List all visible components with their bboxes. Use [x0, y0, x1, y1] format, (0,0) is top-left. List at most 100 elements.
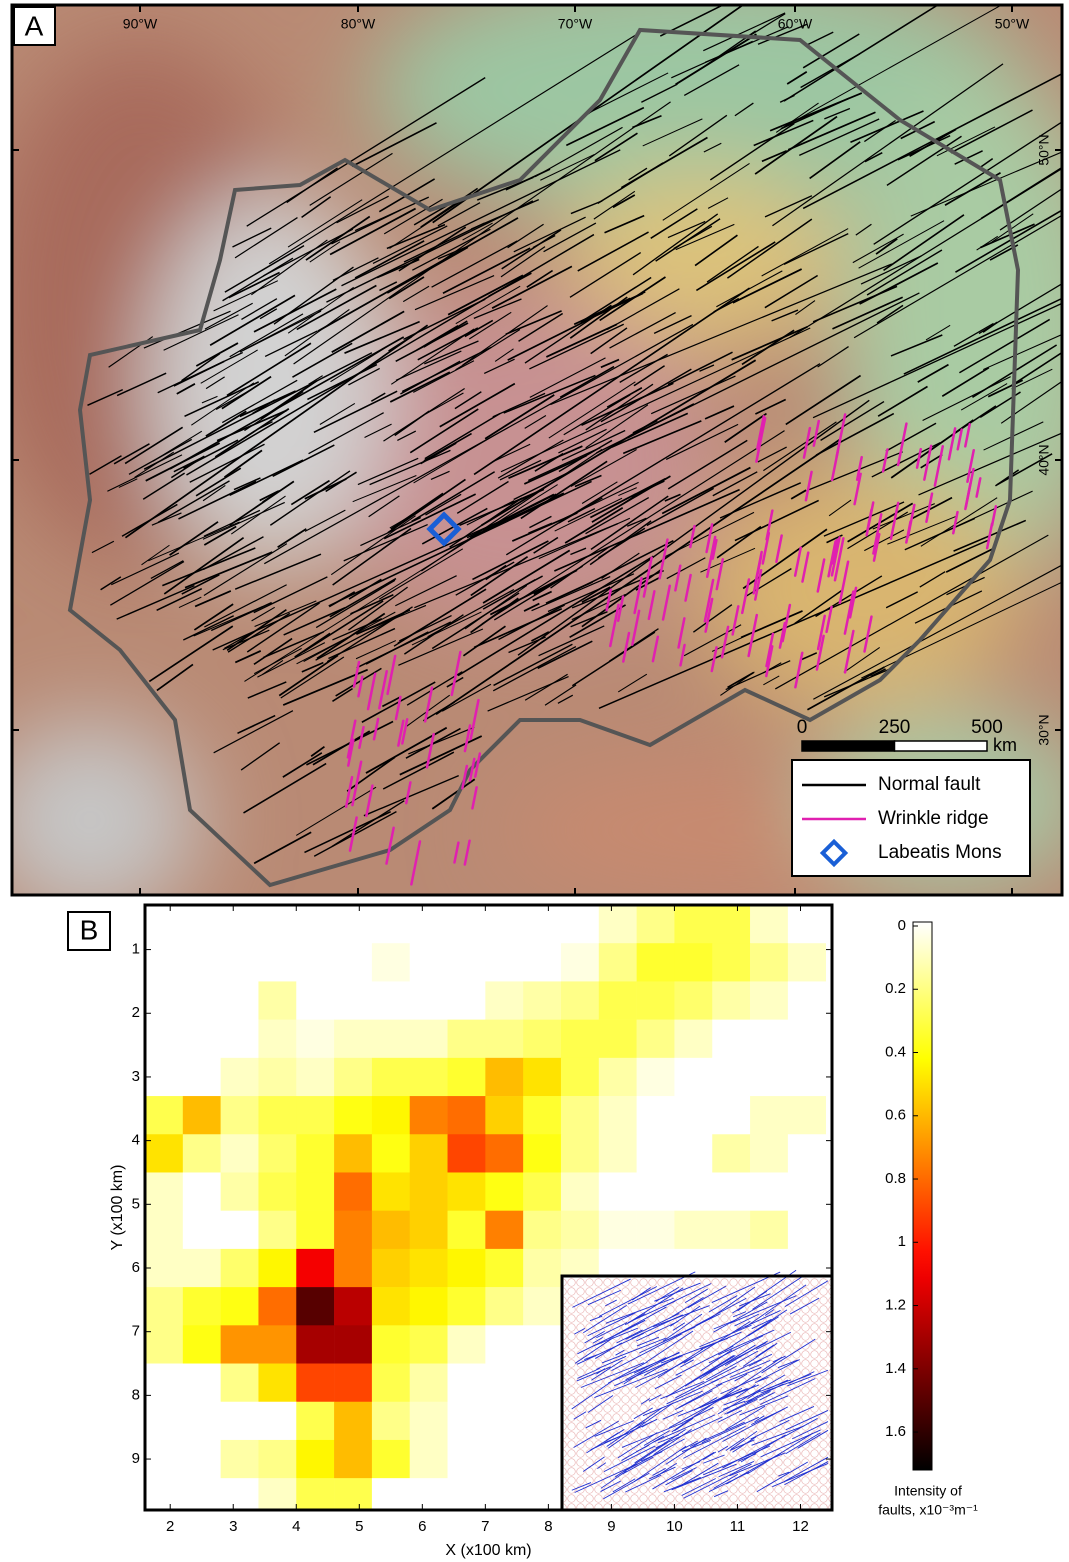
- normal-fault: [772, 63, 1004, 227]
- x-tick-label: 9: [607, 1518, 615, 1535]
- inset-fault: [683, 1425, 746, 1459]
- heatmap-cell: [220, 905, 259, 944]
- heatmap-cell: [296, 1057, 335, 1097]
- inset-fault: [577, 1368, 600, 1379]
- normal-fault: [812, 302, 1062, 419]
- heatmap-cell: [409, 1172, 448, 1211]
- normal-fault: [156, 663, 194, 692]
- heatmap-cell: [334, 943, 373, 982]
- heatmap-cell: [182, 1325, 221, 1364]
- inset-fault: [592, 1337, 604, 1344]
- normal-fault: [499, 459, 542, 481]
- heatmap-cell: [560, 981, 600, 1020]
- normal-fault: [794, 589, 843, 625]
- heatmap-cell: [296, 905, 335, 944]
- heatmap-cell: [371, 1325, 411, 1364]
- heatmap-cell: [220, 1325, 259, 1364]
- inset-fault: [646, 1330, 694, 1363]
- wrinkle-ridge: [385, 826, 395, 865]
- normal-fault: [703, 142, 722, 153]
- heatmap-cell: [182, 1134, 221, 1173]
- heatmap-cell: [523, 1478, 562, 1511]
- normal-fault: [246, 77, 486, 227]
- normal-fault: [221, 379, 298, 424]
- normal-fault: [538, 517, 631, 560]
- normal-fault: [987, 379, 1024, 398]
- wrinkle-ridge: [731, 605, 740, 636]
- normal-fault: [344, 320, 420, 354]
- heatmap-cell: [447, 1134, 486, 1173]
- normal-fault: [492, 392, 546, 418]
- colorbar-tick-label: 1: [898, 1233, 906, 1250]
- normal-fault: [193, 605, 263, 637]
- normal-fault: [820, 400, 885, 442]
- normal-fault: [706, 245, 759, 283]
- heatmap-cell: [787, 943, 826, 982]
- normal-fault: [543, 222, 597, 253]
- heatmap-cell: [182, 1478, 221, 1511]
- normal-fault: [860, 255, 922, 285]
- normal-fault: [204, 584, 287, 628]
- normal-fault: [435, 438, 841, 716]
- inset-fault: [605, 1299, 617, 1307]
- normal-fault: [531, 631, 550, 642]
- normal-fault: [228, 271, 280, 299]
- inset-fault: [643, 1430, 670, 1446]
- inset-fault: [663, 1476, 701, 1493]
- normal-fault: [124, 426, 184, 465]
- heatmap-cell: [409, 1439, 448, 1479]
- normal-fault: [431, 778, 476, 810]
- inset-fault: [726, 1398, 758, 1414]
- heatmap-cell: [560, 1172, 600, 1211]
- normal-fault: [544, 684, 577, 706]
- inset-fault: [756, 1461, 809, 1493]
- normal-fault: [563, 394, 631, 436]
- heatmap-cell: [334, 1210, 373, 1250]
- normal-fault: [473, 298, 522, 319]
- normal-fault: [1011, 368, 1053, 390]
- inset-fault: [598, 1286, 658, 1317]
- normal-fault: [315, 579, 396, 629]
- longitude-label: 70°W: [558, 16, 593, 32]
- wrinkle-ridge: [964, 423, 971, 448]
- inset-fault: [587, 1289, 622, 1306]
- normal-fault: [253, 288, 337, 333]
- inset-fault: [681, 1439, 711, 1453]
- normal-fault: [886, 135, 962, 186]
- wrinkle-ridge: [423, 686, 434, 723]
- heatmap-cell: [409, 1019, 448, 1059]
- wrinkle-ridge: [975, 477, 982, 498]
- normal-fault: [586, 540, 674, 586]
- normal-fault: [390, 328, 475, 385]
- normal-fault: [832, 296, 904, 330]
- heatmap-cell: [447, 981, 486, 1020]
- normal-fault: [326, 200, 534, 303]
- normal-fault: [329, 577, 397, 618]
- heatmap-cell: [258, 981, 297, 1020]
- normal-fault: [757, 446, 787, 463]
- heatmap-cell: [145, 1134, 184, 1173]
- inset-fault: [791, 1421, 829, 1440]
- heatmap-cell: [485, 1478, 524, 1511]
- heatmap-cell: [409, 1401, 448, 1441]
- normal-fault: [329, 207, 417, 256]
- heatmap-cell: [636, 981, 675, 1020]
- heatmap-cell: [409, 1478, 448, 1511]
- wrinkle-ridge: [838, 560, 850, 605]
- inset-fault: [672, 1322, 686, 1331]
- wrinkle-ridge: [720, 625, 730, 659]
- heatmap-cell: [750, 1134, 789, 1173]
- colorbar-tick-label: 0.4: [885, 1043, 906, 1060]
- heatmap-cell: [523, 943, 562, 982]
- normal-fault: [330, 515, 416, 576]
- normal-fault: [754, 115, 838, 175]
- heatmap-cell: [145, 1478, 184, 1511]
- heatmap-cell: [598, 1172, 637, 1211]
- heatmap-cell: [145, 1325, 184, 1364]
- normal-fault: [581, 382, 674, 427]
- normal-fault: [269, 470, 351, 526]
- normal-fault: [247, 681, 287, 699]
- inset-fault: [654, 1374, 682, 1390]
- normal-fault: [703, 12, 786, 52]
- heatmap-cell: [334, 1401, 373, 1441]
